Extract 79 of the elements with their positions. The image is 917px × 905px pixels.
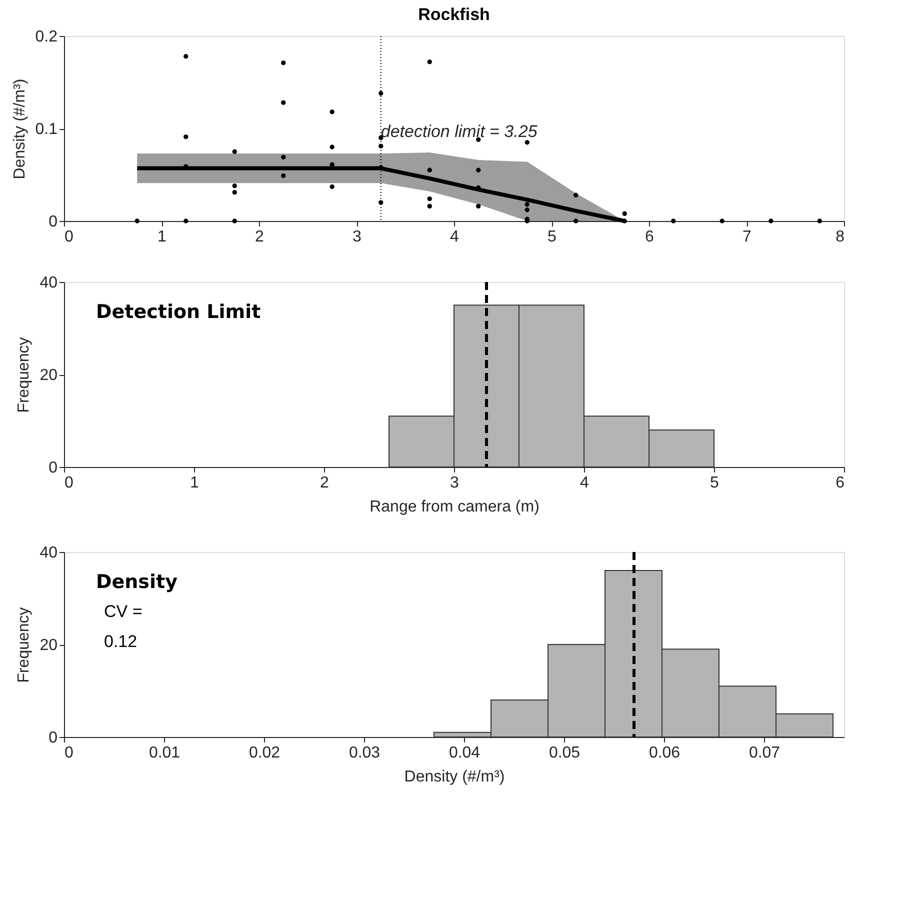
x-axis-title: Density (#/m³) bbox=[404, 768, 505, 786]
point bbox=[184, 134, 188, 140]
x-tick-label: 2 bbox=[320, 474, 330, 492]
x-tick-label: 0.04 bbox=[448, 744, 480, 762]
point bbox=[232, 190, 237, 195]
point bbox=[427, 204, 432, 209]
x-tick-label: 6 bbox=[836, 474, 845, 492]
point bbox=[281, 60, 286, 66]
x-tick-label: 0.03 bbox=[348, 744, 380, 762]
y-tick-label: 40 bbox=[40, 544, 58, 562]
point bbox=[184, 54, 188, 59]
x-tick-label: 0 bbox=[64, 228, 74, 246]
point bbox=[476, 137, 481, 142]
point bbox=[476, 168, 481, 172]
y-tick-label: 0 bbox=[48, 460, 58, 476]
x-tick-label: 4 bbox=[450, 228, 460, 246]
x-tick-label: 0 bbox=[64, 474, 74, 492]
x-tick-label: 0.05 bbox=[548, 744, 580, 762]
point bbox=[524, 208, 530, 212]
y-tick-label: 0.2 bbox=[35, 28, 58, 46]
point bbox=[720, 218, 724, 224]
chart-title: Rockfish bbox=[418, 5, 490, 24]
point bbox=[378, 91, 384, 96]
point bbox=[184, 218, 188, 224]
annotation: CV = bbox=[104, 602, 142, 621]
point bbox=[524, 140, 530, 145]
point bbox=[622, 211, 627, 216]
y-tick-label: 0.1 bbox=[35, 121, 58, 138]
point bbox=[671, 218, 676, 224]
annotation: 0.12 bbox=[104, 632, 138, 651]
point bbox=[330, 162, 334, 167]
x-tick-label: 2 bbox=[255, 228, 264, 246]
point bbox=[134, 218, 140, 224]
point bbox=[622, 218, 627, 224]
x-tick-label: 5 bbox=[710, 474, 720, 492]
point bbox=[330, 184, 334, 190]
point bbox=[524, 202, 530, 207]
y-tick-label: 20 bbox=[40, 367, 58, 384]
point bbox=[232, 149, 237, 154]
x-tick-label: 5 bbox=[548, 228, 557, 246]
point bbox=[427, 168, 432, 172]
annotation: Density bbox=[96, 571, 178, 593]
x-tick-label: 0.02 bbox=[248, 744, 280, 762]
point bbox=[232, 184, 237, 188]
x-tick-label: 0.06 bbox=[648, 744, 680, 762]
point bbox=[574, 192, 578, 198]
point bbox=[817, 218, 822, 224]
x-tick-label: 1 bbox=[158, 228, 167, 246]
y-tick-label: 20 bbox=[40, 637, 58, 654]
x-tick-label: 3 bbox=[352, 228, 362, 246]
x-tick-label: 6 bbox=[645, 228, 654, 246]
x-tick-label: 8 bbox=[836, 228, 845, 246]
y-tick-label: 0 bbox=[48, 214, 58, 230]
y-tick-label: 0 bbox=[48, 730, 58, 746]
x-tick-label: 4 bbox=[580, 474, 590, 492]
x-tick-label: 3 bbox=[450, 474, 460, 492]
x-tick-label: 0.01 bbox=[148, 744, 180, 762]
point bbox=[330, 110, 334, 114]
ref-line-label: detection limit = 3.25 bbox=[380, 122, 538, 142]
point bbox=[232, 218, 237, 224]
x-tick-label: 1 bbox=[190, 474, 200, 492]
x-tick-label: 0 bbox=[64, 744, 74, 762]
y-axis-title: Frequency bbox=[16, 337, 33, 413]
x-tick-label: 0.07 bbox=[748, 744, 780, 762]
y-tick-label: 40 bbox=[40, 274, 58, 292]
point bbox=[281, 173, 286, 178]
point bbox=[476, 204, 481, 209]
point bbox=[281, 100, 286, 105]
point bbox=[768, 218, 774, 224]
x-axis-title: Range from camera (m) bbox=[370, 498, 540, 516]
point bbox=[330, 144, 334, 150]
y-axis-title: Frequency bbox=[16, 607, 33, 683]
x-tick-label: 7 bbox=[742, 228, 752, 246]
point bbox=[427, 196, 432, 202]
point bbox=[281, 154, 286, 160]
annotation: Detection Limit bbox=[96, 301, 261, 323]
point bbox=[427, 60, 432, 64]
y-axis-title: Density (#/m³) bbox=[11, 78, 28, 180]
point bbox=[574, 218, 578, 224]
